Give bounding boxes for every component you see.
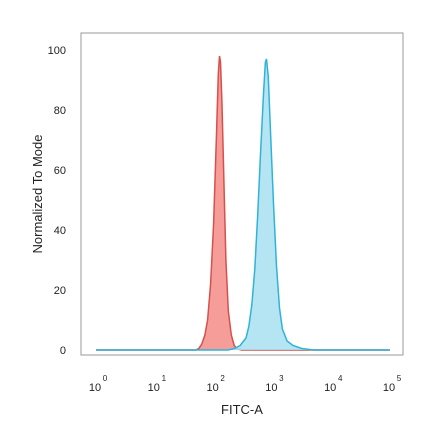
x-tick-base: 10 [148, 382, 160, 394]
y-axis-title: Normalized To Mode [30, 135, 45, 254]
x-tick-base: 10 [89, 382, 101, 394]
series-1-area [96, 56, 390, 350]
series-1-line [96, 55, 390, 351]
x-tick-exponent: 0 [103, 374, 108, 383]
y-tick-label: 60 [54, 165, 66, 177]
y-tick-label: 40 [54, 225, 66, 237]
y-tick-label: 20 [54, 285, 66, 297]
y-tick-label: 100 [48, 45, 66, 57]
x-tick-label: 102 [206, 374, 225, 394]
x-tick-base: 10 [265, 382, 277, 394]
x-tick-label: 104 [324, 374, 343, 394]
x-tick-exponent: 3 [279, 374, 284, 383]
x-tick-base: 10 [324, 382, 336, 394]
series-2-area [96, 59, 390, 350]
y-tick-labels: 0 20 40 60 80 100 [48, 45, 66, 357]
series-2-line [96, 58, 390, 351]
x-tick-exponent: 4 [338, 374, 343, 383]
x-tick-base: 10 [383, 382, 395, 394]
x-tick-label: 100 [89, 374, 108, 394]
x-tick-exponent: 2 [220, 374, 225, 383]
x-axis-title: FITC-A [221, 402, 263, 417]
x-tick-label: 101 [148, 374, 167, 394]
x-tick-label: 103 [265, 374, 284, 394]
plot-frame [80, 32, 404, 356]
series-layer [96, 55, 390, 351]
x-tick-label: 105 [383, 374, 402, 394]
x-tick-exponent: 1 [162, 374, 167, 383]
x-tick-exponent: 5 [397, 374, 402, 383]
y-tick-label: 80 [54, 105, 66, 117]
y-tick-label: 0 [60, 345, 66, 357]
x-tick-base: 10 [206, 382, 218, 394]
